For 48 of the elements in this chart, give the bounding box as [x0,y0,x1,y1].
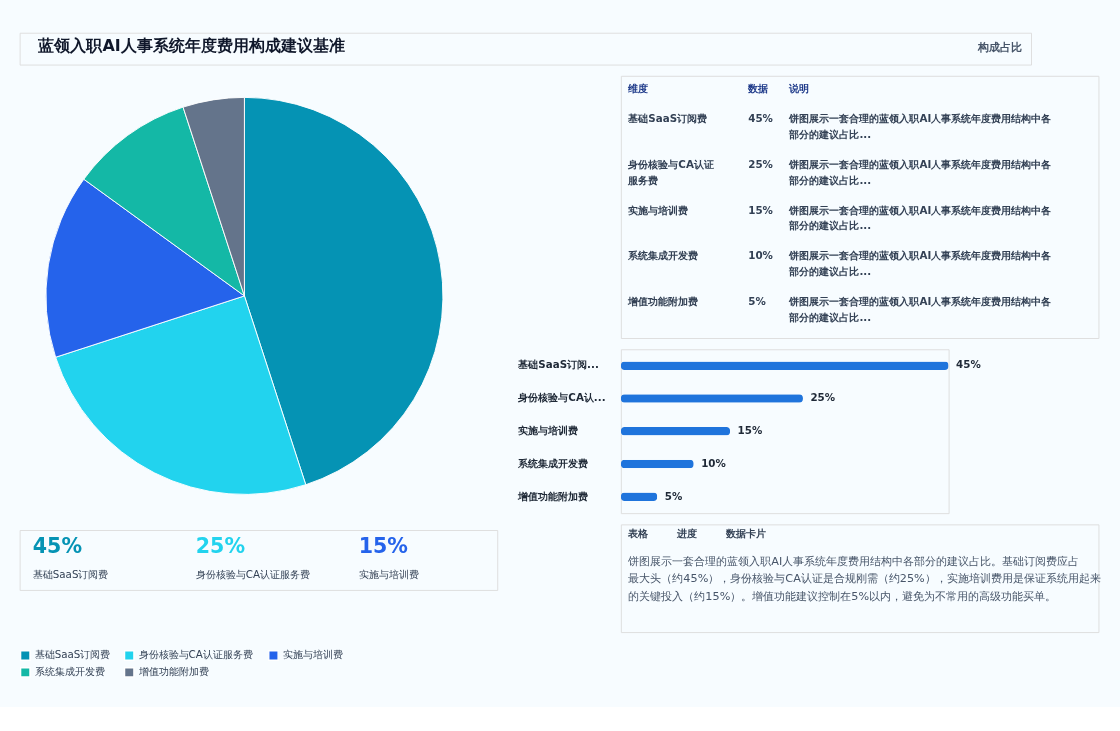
text: 维度 [627,81,649,94]
text: 5% [748,295,766,308]
text: 25% [748,157,773,170]
chart-title: 蓝领入职AI人事系统年度费用构成建议基准 [37,35,345,55]
text: 饼图展示一套合理的蓝领入职AI人事系统年度费用结构中各部分的建议占比... [788,203,1052,232]
bar [620,427,731,436]
text: 构成占比 [976,40,1022,54]
text: 身份核验与CA认证服务费 [627,157,714,186]
text: 饼图展示一套合理的蓝领入职AI人事系统年度费用结构中各部分的建议占比... [788,157,1052,186]
text: 数据 [747,81,769,94]
text: 实施与培训费 [358,567,419,580]
text: 基础SaaS订阅费 [32,567,109,580]
text: 基础SaaS订阅费 [627,111,708,124]
bar [620,459,694,469]
text: 饼图展示一套合理的蓝领入职AI人事系统年度费用结构中各部分的建议占比... [788,249,1052,278]
text: 饼图展示一套合理的蓝领入职AI人事系统年度费用结构中各部分的建议占比。基础订阅费应占最大头（约45%），身份核验与CA认证是合规刚需（约25%），实施培训费用是保证系统用起来的关键投入（约15%）。增值功能建议控制在5%以内，避免为不常用的高级功能买单。 [627,554,1101,604]
data-label: 25% [810,391,836,404]
legend-label: 身份核验与CA认证服务费 [138,648,253,661]
y-tick-label: 身份核验与CA认... [517,391,606,404]
text: 15% [358,534,408,559]
legend-label: 系统集成开发费 [34,665,105,678]
data-label: 15% [737,424,763,437]
y-tick-label: 实施与培训费 [518,424,579,437]
text: 增值功能附加费 [627,295,699,308]
y-tick-label: 系统集成开发费 [517,456,589,469]
data-label: 10% [701,456,726,469]
text: 饼图展示一套合理的蓝领入职AI人事系统年度费用结构中各部分的建议占比... [788,295,1052,324]
text: 25% [195,534,246,559]
y-tick-label: 增值功能附加费 [517,489,589,502]
text: 实施与培训费 [628,203,689,216]
slice-label: 身份核验与CA认证服务费 [195,567,310,580]
legend-label: 增值功能附加费 [137,665,209,678]
y-tick-label: 基础SaaS订阅... [517,358,599,371]
text: 15% [748,203,773,216]
text: 数据卡片 [724,526,766,539]
data-label: 5% [664,489,683,502]
bar [620,361,949,370]
text: 45% [32,534,83,559]
text: 饼图展示一套合理的蓝领入职AI人事系统年度费用结构中各部分的建议占比... [788,111,1052,140]
legend-label: 基础SaaS订阅费 [34,648,111,661]
text: 表格 [627,526,650,539]
text: 系统集成开发费 [627,249,699,262]
data-label: 45% [956,358,981,371]
text: 说明 [788,81,810,94]
legend-label: 实施与培训费 [282,648,343,661]
text: 45% [748,111,773,124]
text: 10% [748,249,773,262]
text: 进度 [676,526,698,539]
